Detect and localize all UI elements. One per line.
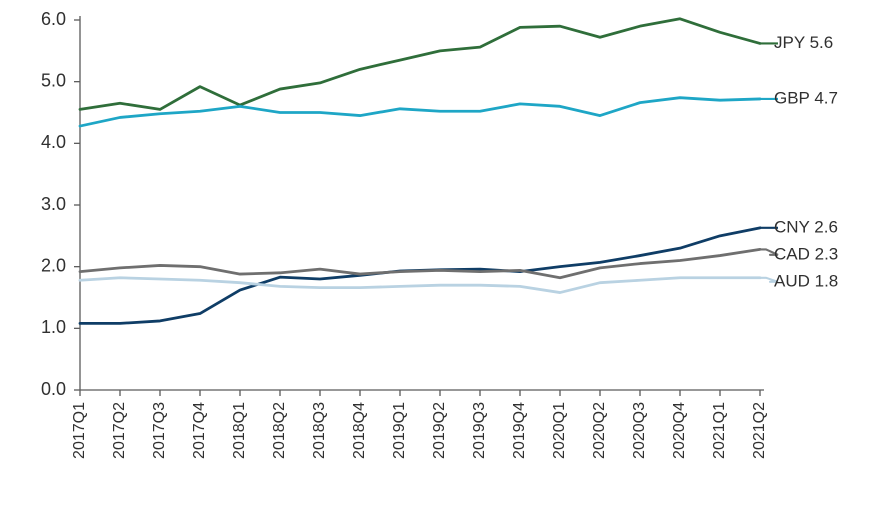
y-tick-label: 3.0 <box>41 194 66 214</box>
x-tick-label: 2019Q3 <box>471 402 488 459</box>
series-end-label-jpy: JPY 5.6 <box>774 33 833 52</box>
x-tick-label: 2018Q1 <box>231 402 248 459</box>
y-tick-label: 0.0 <box>41 379 66 399</box>
y-tick-label: 1.0 <box>41 317 66 337</box>
series-end-label-aud: AUD 1.8 <box>774 271 838 290</box>
x-tick-label: 2020Q2 <box>591 402 608 459</box>
x-tick-label: 2020Q3 <box>631 402 648 459</box>
x-tick-label: 2018Q4 <box>351 402 368 459</box>
x-tick-label: 2021Q1 <box>711 402 728 459</box>
x-tick-label: 2018Q2 <box>271 402 288 459</box>
x-tick-label: 2019Q4 <box>511 402 528 459</box>
x-tick-label: 2018Q3 <box>311 402 328 459</box>
x-tick-label: 2017Q2 <box>111 402 128 459</box>
chart-canvas: 0.0 1.0 2.0 3.0 4.0 5.0 6.0 2017Q1 2017Q2 2017Q3 2… <box>0 0 878 516</box>
x-tick-label: 2020Q1 <box>551 402 568 459</box>
y-tick-label: 4.0 <box>41 132 66 152</box>
y-tick-label: 6.0 <box>41 9 66 29</box>
currency-line-chart: 0.0 1.0 2.0 3.0 4.0 5.0 6.0 2017Q1 2017Q2 2017Q3 2… <box>0 0 878 516</box>
series-end-label-gbp: GBP 4.7 <box>774 88 838 107</box>
x-tick-label: 2019Q1 <box>391 402 408 459</box>
y-tick-label: 5.0 <box>41 70 66 90</box>
series-end-label-cny: CNY 2.6 <box>774 217 838 236</box>
x-tick-label: 2017Q1 <box>71 402 88 459</box>
y-tick-label: 2.0 <box>41 255 66 275</box>
x-tick-label: 2021Q2 <box>751 402 768 459</box>
x-tick-label: 2020Q4 <box>671 402 688 459</box>
x-tick-label: 2017Q4 <box>191 402 208 459</box>
series-end-label-cad: CAD 2.3 <box>774 244 838 263</box>
x-tick-label: 2017Q3 <box>151 402 168 459</box>
x-tick-label: 2019Q2 <box>431 402 448 459</box>
